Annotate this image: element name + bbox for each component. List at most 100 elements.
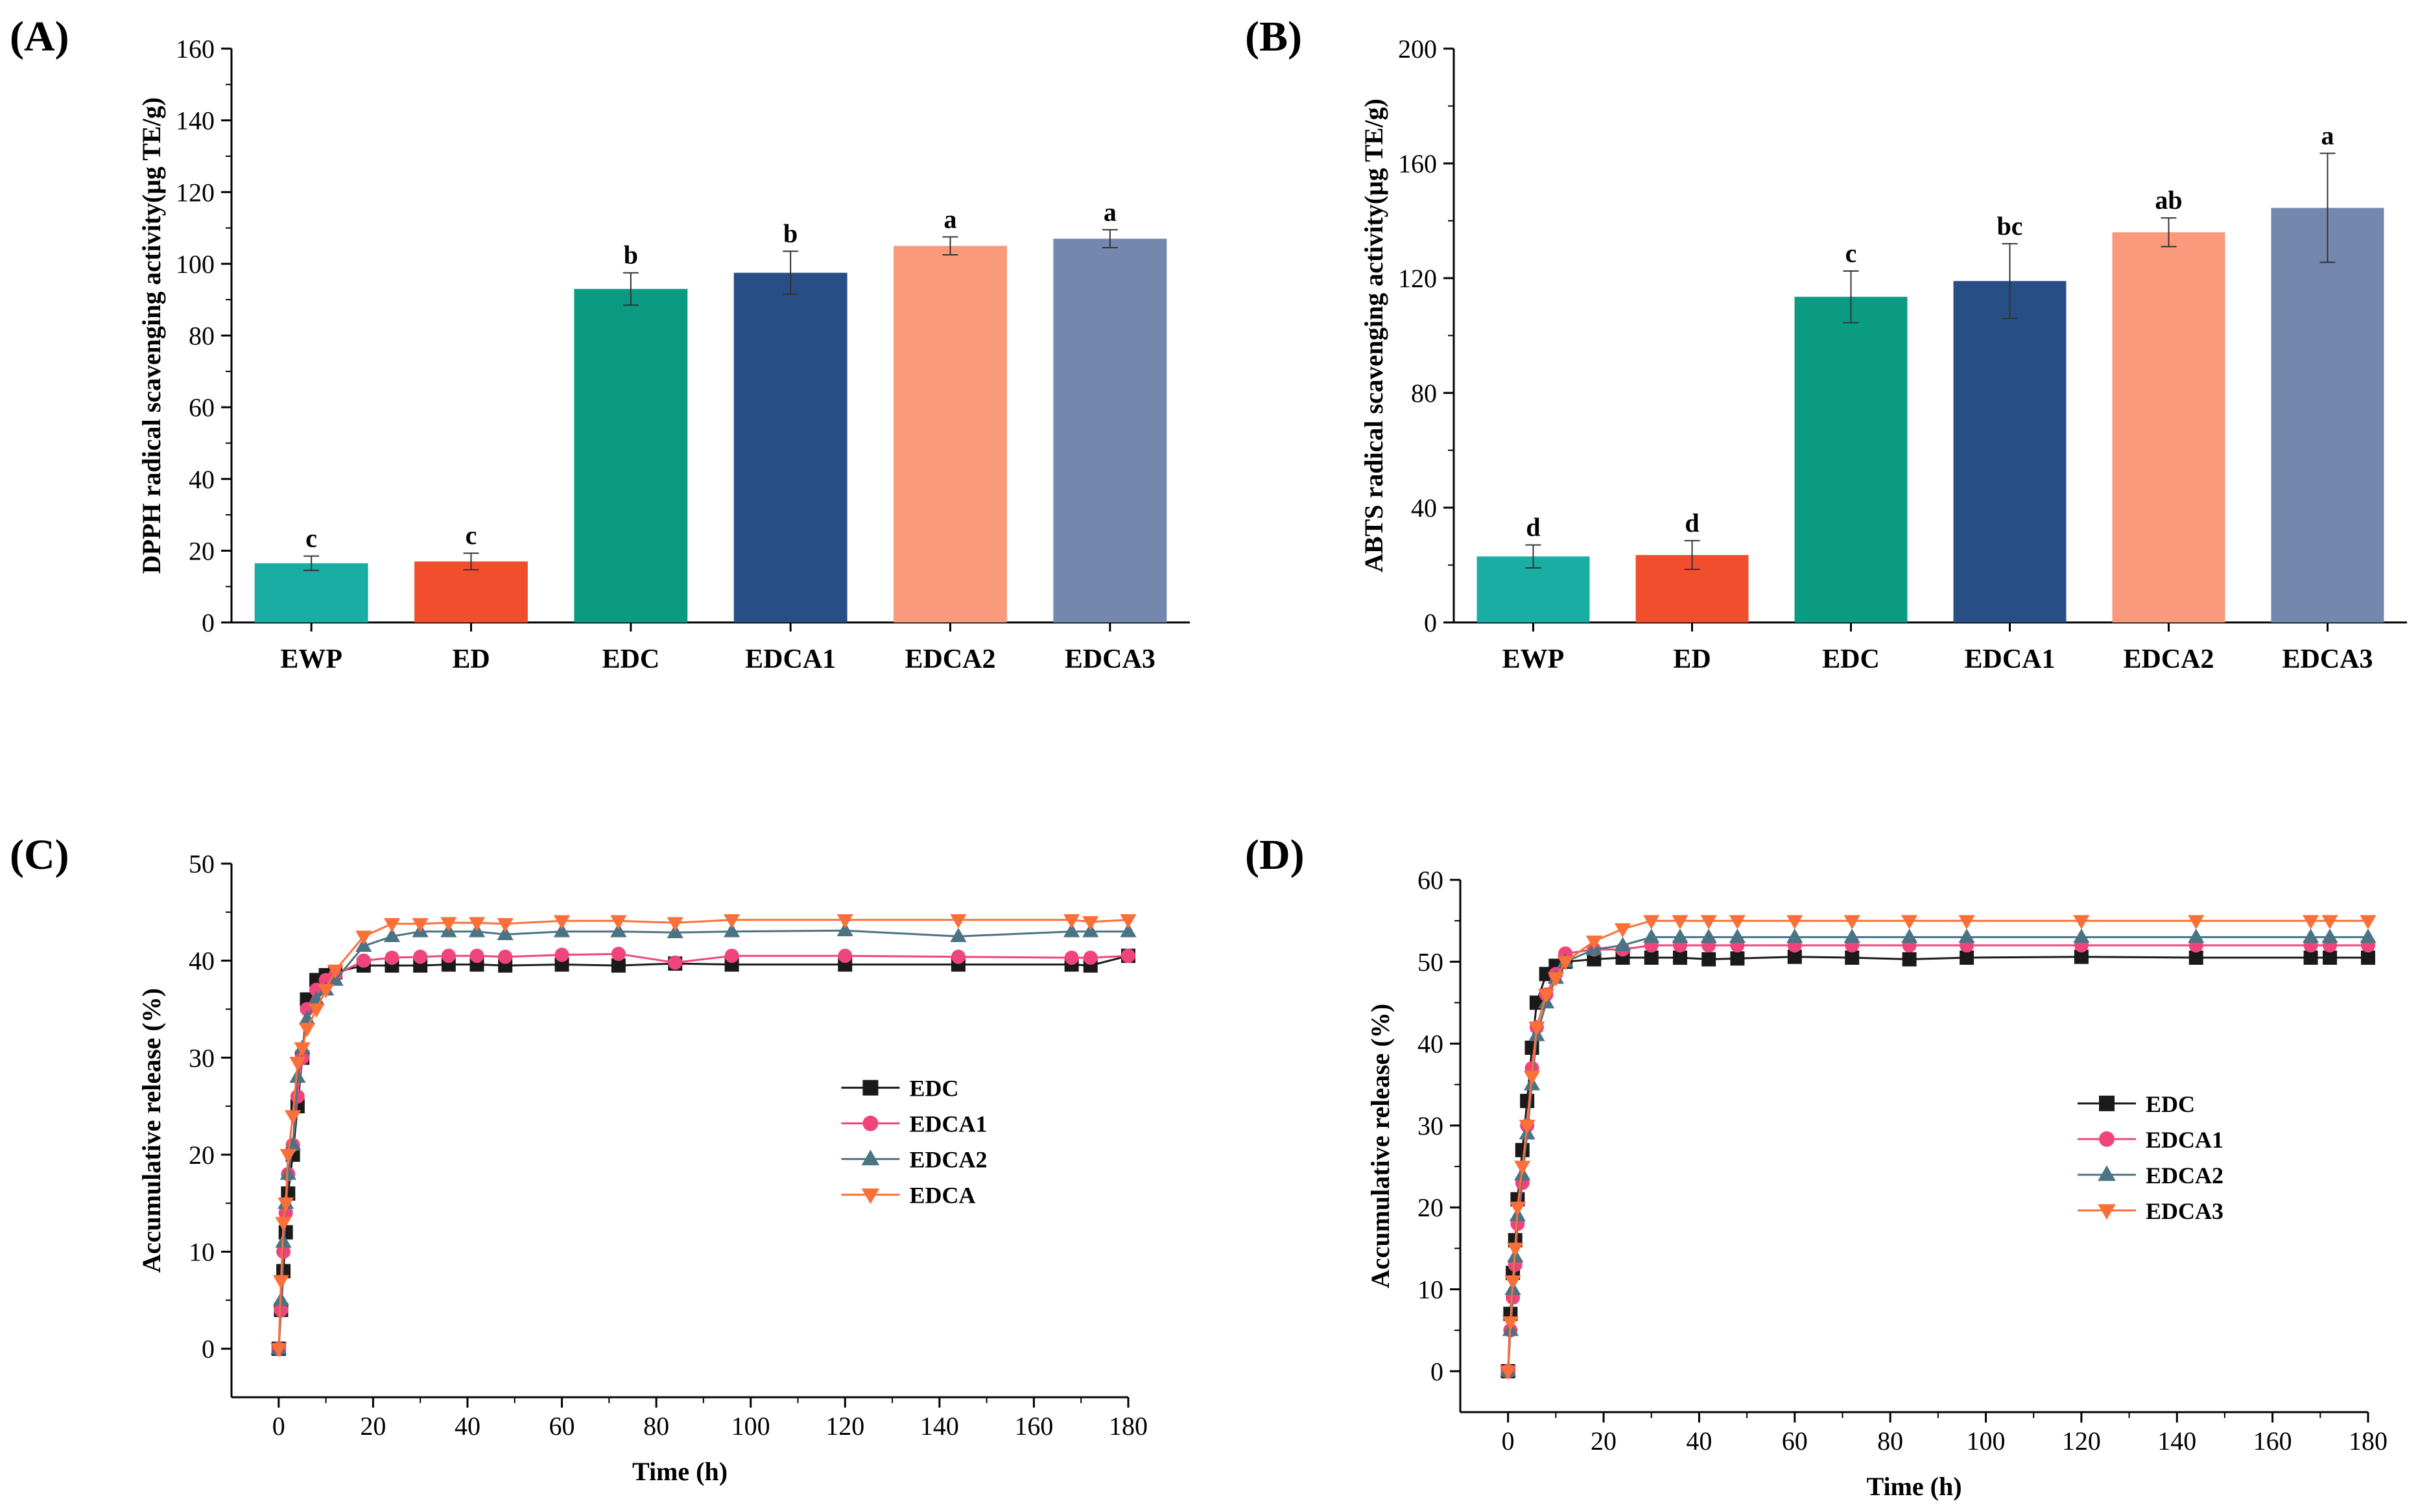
- significance-label: bc: [1997, 211, 2023, 241]
- marker-triangle-down: [383, 917, 401, 932]
- marker-triangle-down: [1120, 914, 1137, 928]
- marker-circle: [611, 947, 626, 962]
- marker-triangle-down: [284, 1110, 302, 1125]
- marker-circle: [2099, 1131, 2115, 1147]
- marker-triangle-up: [950, 928, 967, 943]
- marker-triangle-up: [1786, 928, 1803, 943]
- marker-triangle-up: [2360, 928, 2377, 943]
- bar-edc: [574, 289, 688, 622]
- bar-edca1: [1953, 281, 2067, 622]
- marker-triangle-up: [1901, 928, 1918, 943]
- marker-triangle-down: [412, 917, 429, 932]
- significance-label: a: [944, 204, 957, 233]
- y-tick-label: 40: [1417, 1030, 1443, 1059]
- panel-1: (A) 0 20 40 60 80 100 120 140 160 DPPH radical sca…: [10, 13, 1190, 674]
- y-tick-label: 140: [176, 106, 215, 136]
- x-tick-label: 160: [2253, 1426, 2292, 1456]
- marker-triangle-down: [1843, 915, 1860, 930]
- marker-triangle-down: [1509, 1201, 1526, 1216]
- marker-triangle-down: [610, 915, 627, 930]
- marker-triangle-down: [497, 917, 514, 932]
- marker-triangle-down: [1082, 915, 1099, 930]
- marker-triangle-up: [1120, 923, 1137, 938]
- legend-label: EDCA1: [2146, 1127, 2223, 1153]
- x-axis-title: Time (h): [1866, 1472, 1962, 1501]
- marker-triangle-up: [289, 1069, 306, 1083]
- marker-triangle-down: [440, 917, 457, 932]
- marker-square: [2361, 950, 2375, 965]
- y-tick-label: 50: [189, 849, 215, 879]
- marker-triangle-down: [278, 1197, 294, 1212]
- bar-edca2: [894, 246, 1007, 622]
- y-axis-title: Accumulative release (%): [1366, 1004, 1395, 1288]
- marker-circle: [951, 949, 966, 964]
- y-tick-label: 20: [189, 536, 215, 565]
- marker-triangle-down: [836, 914, 853, 928]
- marker-triangle-up: [1958, 928, 1975, 943]
- x-tick-label: 20: [360, 1412, 386, 1441]
- series-line: [1507, 936, 2368, 1371]
- marker-triangle-down: [355, 930, 372, 945]
- bar-ewp: [254, 563, 368, 622]
- marker-triangle-up: [1643, 928, 1660, 943]
- panel-3: (C) 0 10 20 30 40 50 0 20 40 60 80 100 120 140 160 180 Ti…: [10, 831, 1148, 1486]
- series-line: [278, 929, 1128, 1349]
- x-category-label: EDC: [1822, 644, 1880, 674]
- marker-circle: [290, 1089, 305, 1104]
- x-category-label: EDCA1: [1964, 644, 2055, 674]
- series-line: [278, 952, 1129, 1349]
- marker-triangle-up: [2188, 928, 2205, 943]
- y-tick-label: 40: [189, 465, 215, 494]
- marker-circle: [413, 949, 428, 964]
- marker-triangle-down: [1537, 989, 1555, 1004]
- series-line: [1507, 956, 2368, 1371]
- x-category-label: EDC: [602, 644, 659, 674]
- x-category-label: ED: [452, 644, 490, 674]
- marker-square: [1644, 950, 1659, 965]
- marker-triangle-down: [2302, 915, 2319, 930]
- series-edca3: [1500, 915, 2377, 1380]
- y-tick-label: 0: [1424, 608, 1437, 637]
- marker-triangle-down: [1958, 915, 1975, 930]
- y-tick-label: 0: [1430, 1357, 1443, 1386]
- marker-triangle-down: [2360, 915, 2377, 930]
- marker-triangle-up: [610, 923, 627, 938]
- marker-triangle-up: [383, 928, 401, 943]
- marker-triangle-down: [1786, 915, 1803, 930]
- marker-triangle-up: [2098, 1165, 2116, 1181]
- marker-triangle-down: [861, 1188, 880, 1205]
- x-tick-label: 80: [1877, 1426, 1903, 1456]
- marker-triangle-up: [1063, 923, 1080, 938]
- x-tick-label: 100: [731, 1412, 770, 1441]
- legend-label: EDCA1: [909, 1111, 987, 1137]
- marker-triangle-down: [2188, 915, 2205, 930]
- x-category-label: EDCA2: [905, 644, 995, 674]
- marker-circle: [1083, 951, 1098, 965]
- y-tick-label: 0: [202, 608, 215, 637]
- x-axis-title: Time (h): [632, 1457, 728, 1486]
- significance-label: a: [2321, 121, 2334, 150]
- x-tick-label: 80: [643, 1412, 669, 1441]
- marker-circle: [1121, 949, 1135, 963]
- marker-triangle-down: [1557, 956, 1574, 971]
- marker-triangle-down: [272, 1275, 290, 1290]
- marker-square: [611, 958, 626, 973]
- marker-square: [862, 1080, 879, 1096]
- y-tick-label: 80: [189, 322, 215, 351]
- marker-triangle-down: [468, 917, 486, 932]
- marker-triangle-down: [317, 984, 335, 998]
- marker-triangle-down: [1528, 1021, 1545, 1036]
- x-tick-label: 0: [272, 1412, 285, 1441]
- marker-triangle-up: [723, 923, 741, 938]
- marker-square: [1845, 950, 1860, 965]
- marker-triangle-down: [1507, 1242, 1524, 1257]
- panel-4: (D) 0 10 20 30 40 50 60 0 20 40 60 80 100 120 140 160 180…: [1245, 831, 2388, 1501]
- marker-circle: [356, 953, 371, 968]
- marker-triangle-down: [1643, 915, 1660, 930]
- marker-triangle-down: [1523, 1070, 1541, 1085]
- series-edca2: [270, 922, 1137, 1354]
- marker-square: [1787, 949, 1802, 964]
- x-tick-label: 180: [2349, 1426, 2388, 1456]
- marker-square: [2074, 949, 2089, 964]
